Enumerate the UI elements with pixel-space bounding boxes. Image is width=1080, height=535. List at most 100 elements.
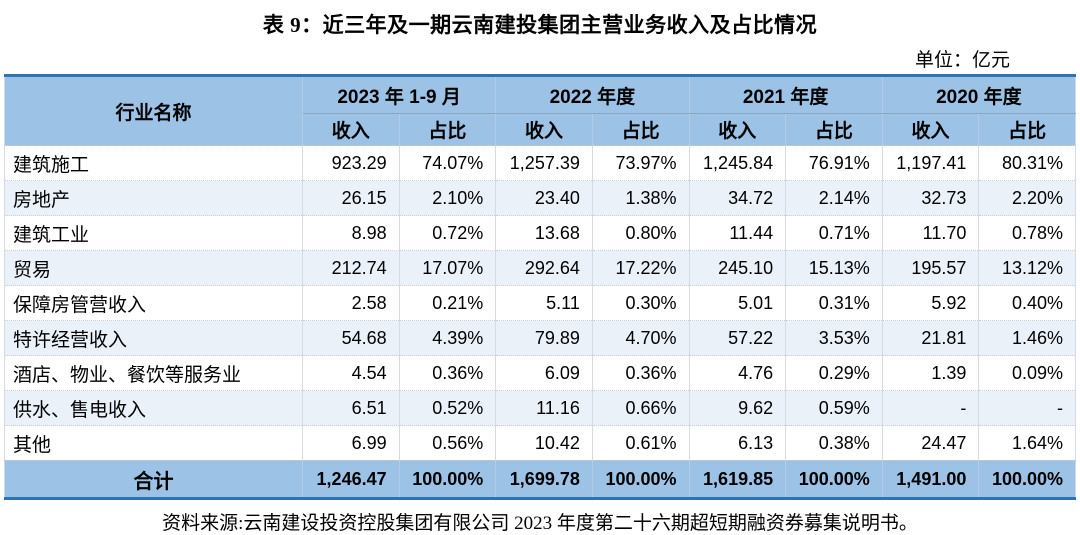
column-header-industry: 行业名称 — [4, 75, 303, 146]
value-cell: 1,257.39 — [495, 145, 593, 181]
value-cell: 54.68 — [302, 320, 400, 356]
value-cell: 6.99 — [302, 425, 400, 461]
table-row: 其他 6.99 0.56% 10.42 0.61% 6.13 0.38% 24.… — [4, 425, 1076, 461]
value-cell: 8.98 — [302, 215, 400, 251]
value-cell: 0.66% — [591, 390, 689, 426]
industry-label: 特许经营收入 — [4, 320, 303, 356]
total-value-cell: 100.00% — [785, 460, 883, 499]
value-cell: 79.89 — [495, 320, 593, 356]
value-cell: - — [881, 390, 979, 426]
value-cell: 76.91% — [785, 145, 883, 181]
value-cell: 1,197.41 — [881, 145, 979, 181]
value-cell: 212.74 — [302, 250, 400, 286]
subheader-share-2021: 占比 — [785, 113, 883, 146]
value-cell: 57.22 — [688, 320, 786, 356]
value-cell: 0.72% — [398, 215, 496, 251]
table-footer: 合计 1,246.47 100.00% 1,699.78 100.00% 1,6… — [4, 460, 1076, 499]
industry-label: 保障房管营收入 — [4, 285, 303, 321]
industry-label: 建筑工业 — [4, 215, 303, 251]
value-cell: 10.42 — [495, 425, 593, 461]
period-header-2020: 2020 年度 — [881, 75, 1076, 114]
total-value-cell: 1,619.85 — [688, 460, 786, 499]
value-cell: 1.64% — [978, 425, 1076, 461]
value-cell: 0.29% — [785, 355, 883, 391]
total-value-cell: 100.00% — [978, 460, 1076, 499]
table-row: 建筑施工 923.29 74.07% 1,257.39 73.97% 1,245… — [4, 145, 1076, 181]
table-row: 特许经营收入 54.68 4.39% 79.89 4.70% 57.22 3.5… — [4, 320, 1076, 356]
value-cell: 0.31% — [785, 285, 883, 321]
value-cell: 4.39% — [398, 320, 496, 356]
table-header: 行业名称 2023 年 1-9 月 2022 年度 2021 年度 2020 年… — [4, 75, 1076, 146]
table-row: 供水、售电收入 6.51 0.52% 11.16 0.66% 9.62 0.59… — [4, 390, 1076, 426]
subheader-income-2023: 收入 — [302, 113, 400, 146]
value-cell: 2.10% — [398, 180, 496, 216]
value-cell: 195.57 — [881, 250, 979, 286]
value-cell: 6.09 — [495, 355, 593, 391]
value-cell: 0.36% — [591, 355, 689, 391]
value-cell: 923.29 — [302, 145, 400, 181]
value-cell: 1.38% — [591, 180, 689, 216]
value-cell: 4.54 — [302, 355, 400, 391]
total-value-cell: 1,699.78 — [495, 460, 593, 499]
value-cell: 0.61% — [591, 425, 689, 461]
subheader-income-2022: 收入 — [495, 113, 593, 146]
value-cell: 23.40 — [495, 180, 593, 216]
value-cell: 4.76 — [688, 355, 786, 391]
value-cell: 74.07% — [398, 145, 496, 181]
industry-label: 其他 — [4, 425, 303, 461]
value-cell: 15.13% — [785, 250, 883, 286]
industry-label: 供水、售电收入 — [4, 390, 303, 426]
value-cell: 17.07% — [398, 250, 496, 286]
value-cell: 0.30% — [591, 285, 689, 321]
value-cell: 0.38% — [785, 425, 883, 461]
value-cell: 13.68 — [495, 215, 593, 251]
industry-label: 建筑施工 — [4, 145, 303, 181]
subheader-share-2020: 占比 — [978, 113, 1076, 146]
value-cell: 2.20% — [978, 180, 1076, 216]
total-label: 合计 — [4, 460, 303, 499]
table-row: 贸易 212.74 17.07% 292.64 17.22% 245.10 15… — [4, 250, 1076, 286]
value-cell: 4.70% — [591, 320, 689, 356]
table-title: 表 9：近三年及一期云南建投集团主营业务收入及占比情况 — [262, 13, 818, 37]
table-body: 建筑施工 923.29 74.07% 1,257.39 73.97% 1,245… — [4, 145, 1076, 461]
value-cell: 0.71% — [785, 215, 883, 251]
value-cell: 0.09% — [978, 355, 1076, 391]
value-cell: 5.92 — [881, 285, 979, 321]
document-page: 表 9：近三年及一期云南建投集团主营业务收入及占比情况 单位：亿元 行业名称 2… — [4, 13, 1076, 534]
period-header-2022: 2022 年度 — [495, 75, 689, 114]
value-cell: 13.12% — [978, 250, 1076, 286]
total-value-cell: 1,246.47 — [302, 460, 400, 499]
total-value-cell: 100.00% — [591, 460, 689, 499]
table-row: 房地产 26.15 2.10% 23.40 1.38% 34.72 2.14% … — [4, 180, 1076, 216]
industry-label: 贸易 — [4, 250, 303, 286]
value-cell: 2.58 — [302, 285, 400, 321]
value-cell: 11.44 — [688, 215, 786, 251]
table-row: 保障房管营收入 2.58 0.21% 5.11 0.30% 5.01 0.31%… — [4, 285, 1076, 321]
source-note: 资料来源:云南建设投资控股集团有限公司 2023 年度第二十六期超短期融资券募集… — [162, 513, 918, 534]
value-cell: 0.59% — [785, 390, 883, 426]
value-cell: 24.47 — [881, 425, 979, 461]
subheader-row: 收入 占比 收入 占比 收入 占比 收入 占比 — [5, 113, 1076, 146]
subheader-income-2020: 收入 — [881, 113, 979, 146]
value-cell: 0.56% — [398, 425, 496, 461]
value-cell: 9.62 — [688, 390, 786, 426]
value-cell: 1,245.84 — [688, 145, 786, 181]
value-cell: 0.40% — [978, 285, 1076, 321]
value-cell: 6.13 — [688, 425, 786, 461]
value-cell: 5.11 — [495, 285, 593, 321]
industry-label: 房地产 — [4, 180, 303, 216]
value-cell: 0.21% — [398, 285, 496, 321]
period-header-row: 行业名称 2023 年 1-9 月 2022 年度 2021 年度 2020 年… — [4, 75, 1076, 146]
value-cell: 2.14% — [785, 180, 883, 216]
subheader-income-2021: 收入 — [688, 113, 786, 146]
value-cell: 21.81 — [881, 320, 979, 356]
total-value-cell: 1,491.00 — [881, 460, 979, 499]
value-cell: 73.97% — [591, 145, 689, 181]
value-cell: - — [978, 390, 1076, 426]
value-cell: 1.46% — [978, 320, 1076, 356]
value-cell: 32.73 — [881, 180, 979, 216]
subheader-share-2023: 占比 — [398, 113, 496, 146]
value-cell: 80.31% — [978, 145, 1076, 181]
total-value-cell: 100.00% — [398, 460, 496, 499]
value-cell: 11.70 — [881, 215, 979, 251]
